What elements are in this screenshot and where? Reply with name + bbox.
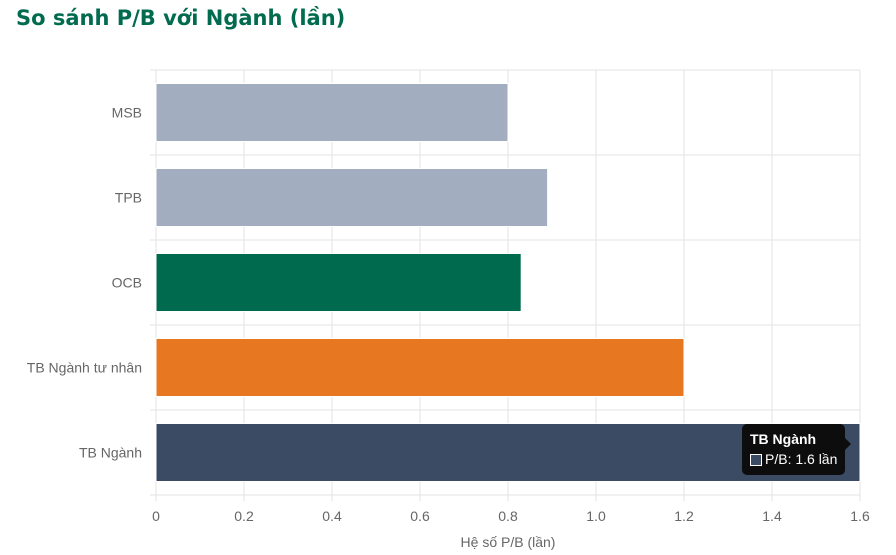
- x-tick-label: 0.4: [322, 508, 342, 524]
- x-tick-label: 1.0: [586, 508, 606, 524]
- x-tick-label: 0.6: [410, 508, 430, 524]
- category-label: TB Ngành tư nhân: [27, 360, 142, 376]
- chart-title: So sánh P/B với Ngành (lần): [16, 6, 346, 30]
- x-tick-label: 0: [152, 508, 160, 524]
- bar[interactable]: [155, 253, 522, 312]
- x-axis-label: Hệ số P/B (lần): [461, 534, 556, 550]
- tooltip-value: P/B: 1.6 lần: [765, 451, 838, 467]
- category-labels: MSB TPB OCB TB Ngành tư nhân TB Ngành: [27, 105, 142, 461]
- bar-tooltip: TB Ngành P/B: 1.6 lần: [742, 424, 852, 475]
- x-tick-label: 1.2: [674, 508, 694, 524]
- x-tick-labels: 0 0.2 0.4 0.6 0.8 1.0 1.2 1.4 1.6: [152, 508, 870, 524]
- category-label: MSB: [112, 105, 142, 121]
- category-label: OCB: [112, 275, 142, 291]
- bar[interactable]: [155, 338, 685, 397]
- bar[interactable]: [155, 168, 549, 227]
- category-label: TB Ngành: [79, 445, 142, 461]
- bar[interactable]: [155, 83, 509, 142]
- x-tick-label: 1.4: [762, 508, 782, 524]
- x-tick-label: 1.6: [850, 508, 870, 524]
- tooltip-title: TB Ngành: [750, 431, 817, 447]
- category-label: TPB: [115, 190, 142, 206]
- tooltip-swatch: [750, 454, 762, 466]
- tooltip-line: P/B: 1.6 lần: [750, 449, 837, 469]
- x-tick-label: 0.2: [234, 508, 254, 524]
- x-tick-label: 0.8: [498, 508, 518, 524]
